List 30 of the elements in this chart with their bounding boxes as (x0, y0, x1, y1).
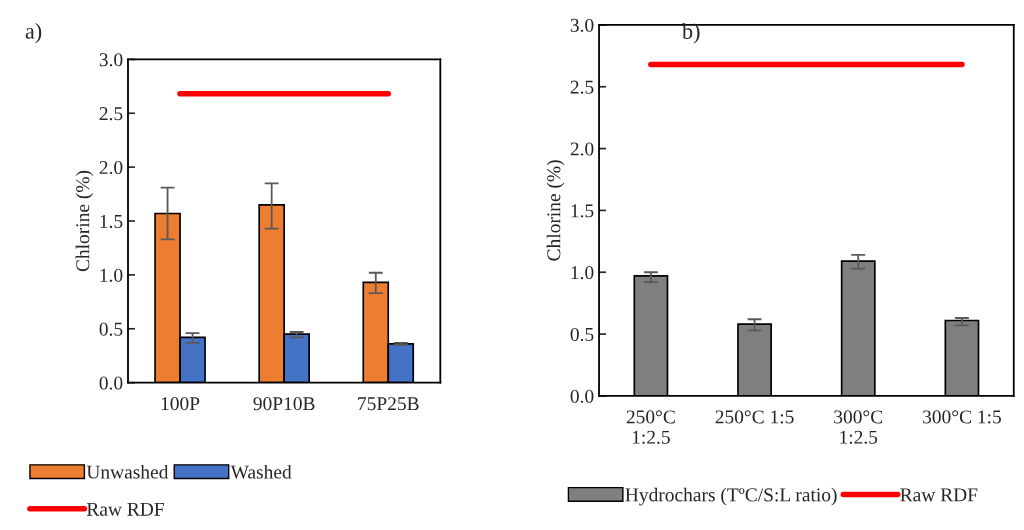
y-tick-label: 2.5 (99, 107, 123, 121)
legend-label: Raw RDF (86, 502, 164, 516)
legend-label: Hydrochars (TºC/S:L ratio) (625, 487, 837, 506)
legend-label: Raw RDF (900, 488, 978, 502)
text: a) (25, 23, 42, 44)
y-tick-label: 0.5 (99, 322, 123, 336)
x-tick-label: 300°C 1:2.5 (834, 410, 883, 444)
y-axis-title: Chlorine (%) (546, 160, 565, 261)
y-tick-label: 1.0 (571, 266, 594, 280)
annotation: b) (681, 23, 700, 44)
y-tick-label: 1.0 (100, 268, 123, 282)
legend-label: Washed (230, 464, 292, 479)
y-tick-label: 1.5 (571, 204, 594, 218)
y-tick-label: 2.0 (570, 142, 594, 156)
y-tick-label: 1.5 (100, 214, 123, 229)
legend-label: Unwashed (86, 464, 169, 479)
y-tick-label: 2.0 (99, 160, 123, 175)
x-tick-label: 100P (161, 397, 200, 411)
x-tick-label: 250°C 1:5 (715, 410, 794, 424)
y-tick-label: 3.0 (99, 53, 123, 67)
x-tick-label: 75P25B (358, 397, 419, 411)
y-tick-label: 0.5 (570, 327, 594, 342)
y-tick-label: 0.0 (99, 376, 123, 390)
y-tick-label: 2.5 (570, 80, 594, 94)
y-tick-label: 3.0 (570, 18, 594, 32)
x-tick-label: 90P10B (253, 397, 315, 411)
y-tick-label: 0.0 (570, 389, 594, 403)
x-tick-label: 300°C 1:5 (923, 410, 1001, 424)
y-axis-title: Chlorine (%) (75, 170, 94, 272)
x-tick-label: 250°C 1:2.5 (626, 410, 675, 444)
